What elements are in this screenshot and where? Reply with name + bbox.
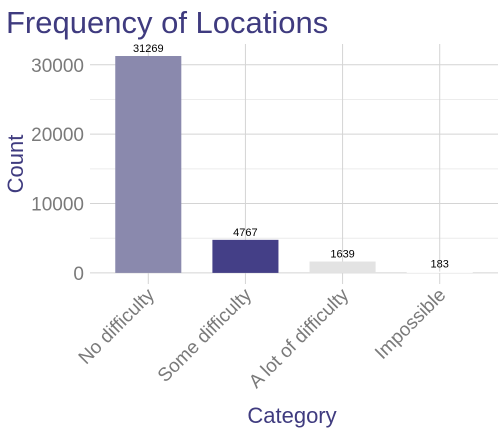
x-tick-label: Some difficulty (154, 284, 256, 386)
x-tick-label: A lot of difficulty (245, 284, 353, 392)
y-tick-label: 10000 (31, 195, 84, 216)
data-label: 1639 (330, 249, 354, 261)
y-tick-label: 0 (73, 264, 84, 285)
data-label: 183 (431, 259, 449, 271)
bars (115, 56, 473, 273)
data-label: 4767 (233, 227, 257, 239)
bar (115, 56, 182, 273)
x-tick-label: No difficulty (75, 284, 159, 368)
data-label: 31269 (133, 43, 164, 55)
data-labels: 31269 4767 1639 183 (133, 43, 449, 271)
bar (309, 261, 376, 273)
chart-title: Frequency of Locations (6, 5, 328, 40)
y-tick-label: 30000 (31, 56, 84, 77)
bar (406, 271, 473, 273)
y-axis-ticks: 0 10000 20000 30000 (31, 56, 84, 285)
y-axis-title: Count (3, 135, 28, 194)
x-tick-label: Impossible (371, 285, 450, 364)
x-axis-title: Category (247, 403, 336, 428)
bar (212, 239, 279, 273)
y-tick-label: 20000 (31, 125, 84, 146)
